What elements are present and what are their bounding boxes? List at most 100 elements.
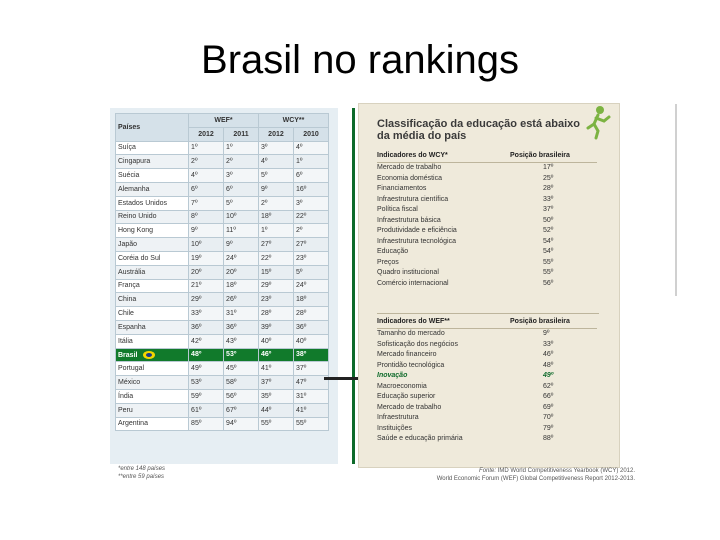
rank-cell: 43º <box>223 333 259 349</box>
rank-cell: 41º <box>257 361 294 377</box>
indicator-row: Quadro institucional 55º <box>377 268 597 279</box>
country-cell: Índia <box>114 388 190 404</box>
indicator-position: 56º <box>543 279 554 287</box>
rank-cell: 5º <box>257 168 294 183</box>
country-cell: Coréia do Sul <box>114 250 190 266</box>
indicator-row: Financiamentos 28º <box>377 184 597 195</box>
table-row: China 29º 26º 23º 18º <box>114 292 330 308</box>
rank-cell: 29º <box>188 292 225 308</box>
indicator-row: Instituições 79º <box>377 424 597 435</box>
rank-cell: 27º <box>292 237 330 252</box>
rank-cell: 44º <box>257 402 294 418</box>
rank-cell: 40º <box>292 333 330 349</box>
country-cell: Estados Unidos <box>114 195 190 211</box>
rank-cell: 28º <box>257 306 294 321</box>
indicator-position: 55º <box>543 258 554 266</box>
rank-cell: 29º <box>257 278 294 294</box>
rank-cell: 1º <box>223 140 259 156</box>
indicator-label: Inovação <box>377 372 408 379</box>
rank-cell: 48º <box>188 347 225 363</box>
country-cell: Suécia <box>114 168 190 183</box>
indicator-row: Sofisticação dos negócios 33º <box>377 340 597 351</box>
section-separator <box>377 313 599 314</box>
indicator-row: Produtividade e eficiência 52º <box>377 226 597 237</box>
indicator-label: Infraestrutura básica <box>377 216 441 224</box>
brazil-flag-icon <box>143 350 156 359</box>
country-cell: França <box>114 278 190 294</box>
rank-cell: 31º <box>292 388 330 404</box>
indicator-position: 79º <box>543 424 554 432</box>
rank-cell: 1º <box>188 140 225 156</box>
wcy-header: Indicadores do WCY* Posição brasileira <box>377 152 597 163</box>
slide-title: Brasil no rankings <box>201 38 519 82</box>
rank-cell: 45º <box>223 361 259 377</box>
rank-cell: 20º <box>188 264 225 280</box>
rank-cell: 18º <box>257 209 294 225</box>
rank-cell: 49º <box>188 361 225 377</box>
indicator-label: Educação <box>377 248 409 255</box>
indicator-label: Infraestrutura <box>377 414 419 421</box>
rank-cell: 20º <box>223 264 259 280</box>
indicator-row: Inovação 49º <box>377 371 597 382</box>
indicator-position: 33º <box>543 195 554 203</box>
rank-cell: 26º <box>223 292 259 308</box>
rank-cell: 41º <box>292 402 330 418</box>
rank-cell: 3º <box>292 195 330 211</box>
header-year: 2012 <box>188 126 225 142</box>
country-cell: Espanha <box>114 319 190 335</box>
indicator-position: 49º <box>543 372 554 379</box>
rank-cell: 59º <box>188 388 225 404</box>
rank-cell: 40º <box>257 333 294 349</box>
rank-cell: 22º <box>257 250 294 266</box>
rank-cell: 8º <box>188 209 225 225</box>
indicator-row: Preços 55º <box>377 258 597 269</box>
runner-icon <box>586 106 611 140</box>
rank-cell: 36º <box>292 319 330 335</box>
indicator-position: 52º <box>543 227 554 234</box>
wcy-header-label: Indicadores do WCY* <box>377 152 448 159</box>
source-line-2: World Economic Forum (WEF) Global Compet… <box>436 476 635 482</box>
header-wef: WEF* <box>188 113 259 128</box>
rank-cell: 10º <box>223 209 259 225</box>
rank-cell: 3º <box>257 140 294 156</box>
indicator-label: Macroeconomia <box>377 382 427 390</box>
rank-cell: 58º <box>223 375 259 390</box>
rank-cell: 2º <box>223 154 259 170</box>
indicator-position: 17º <box>543 164 554 171</box>
table-row: Índia 59º 56º 35º 31º <box>114 388 330 404</box>
rank-cell: 6º <box>223 181 259 197</box>
education-panel <box>358 103 620 468</box>
indicator-position: 48º <box>543 361 554 369</box>
indicator-row: Infraestrutura tecnológica 54º <box>377 237 597 248</box>
wef-header: Indicadores do WEF** Posição brasileira <box>377 318 597 329</box>
wef-list: Tamanho do mercado 9º Sofisticação dos neg… <box>377 329 597 445</box>
indicator-label: Saúde e educação primária <box>377 435 463 442</box>
indicator-label: Educação superior <box>377 393 436 400</box>
indicator-row: Prontidão tecnológica 48º <box>377 361 597 372</box>
table-row: Suécia 4º 3º 5º 6º <box>114 168 330 183</box>
rank-cell: 27º <box>257 237 294 252</box>
indicator-position: 25º <box>543 174 554 182</box>
indicator-label: Mercado de trabalho <box>377 403 442 411</box>
rank-cell: 19º <box>188 250 225 266</box>
rank-cell: 4º <box>292 140 330 156</box>
rank-cell: 15º <box>257 264 294 280</box>
header-year: 2011 <box>223 126 259 142</box>
indicator-label: Comércio internacional <box>377 279 449 287</box>
rank-cell: 31º <box>223 306 259 321</box>
indicator-row: Infraestrutura científica 33º <box>377 195 597 206</box>
rank-cell: 18º <box>223 278 259 294</box>
rank-cell: 24º <box>292 278 330 294</box>
rank-cell: 56º <box>223 388 259 404</box>
table-row: Suíça 1º 1º 3º 4º <box>114 140 330 156</box>
table-row: Cingapura 2º 2º 4º 1º <box>114 154 330 170</box>
indicator-position: 69º <box>543 403 554 411</box>
wcy-list: Mercado de trabalho 17º Economia doméstica… <box>377 163 597 289</box>
header-paises: Países <box>114 113 190 142</box>
rank-cell: 42º <box>188 333 225 349</box>
rank-cell: 22º <box>292 209 330 225</box>
table-footnotes: *entre 148 países **entre 59 países <box>118 465 165 481</box>
country-cell: Argentina <box>114 416 190 432</box>
indicator-label: Produtividade e eficiência <box>377 227 457 234</box>
header-year: 2012 <box>257 126 294 142</box>
